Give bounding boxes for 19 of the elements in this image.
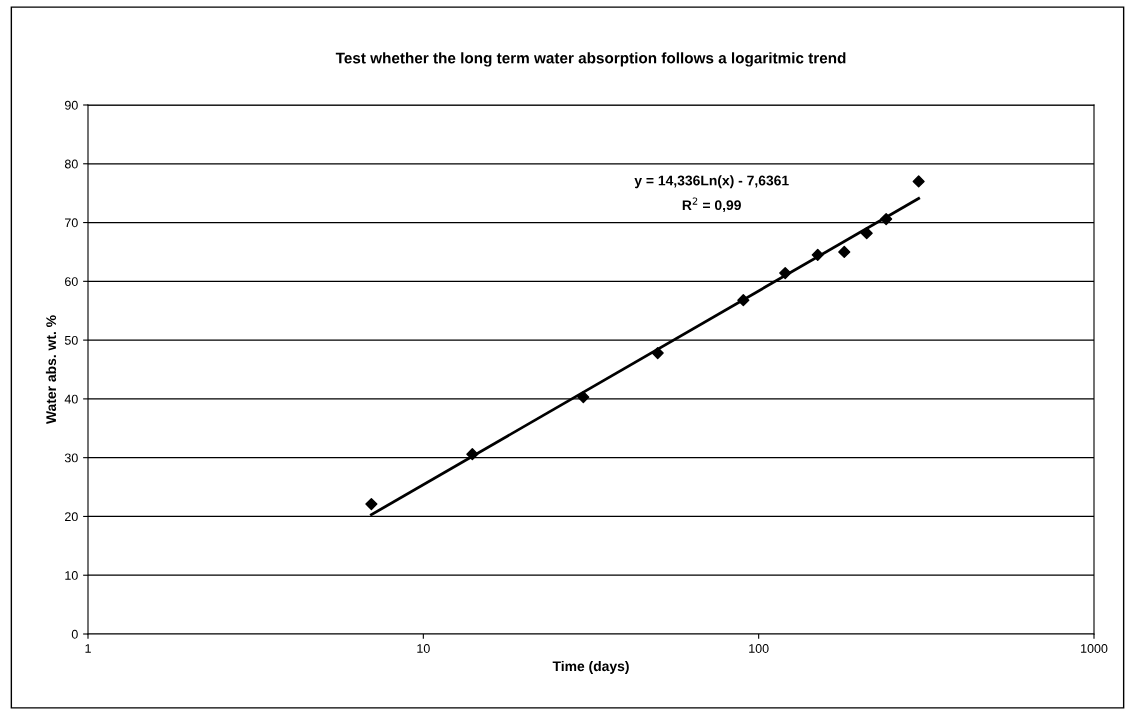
x-tick-label: 1000 [1081,644,1108,653]
x-tick-label: 10 [417,644,430,653]
y-tick-label: 10 [65,571,78,580]
y-axis-title: Water abs. wt. % [45,315,57,425]
y-tick-label: 80 [64,159,78,169]
y-tick-label: 50 [64,335,78,345]
annotation: y = 14,336Ln(x) - 7,6361 [634,175,789,189]
y-tick-label: 30 [64,453,78,463]
x-tick-label: 100 [749,644,769,653]
y-tick-label: 60 [65,277,78,286]
y-tick-label: 0 [71,629,78,639]
chart-title: Test whether the long term water absorption follows a logaritmic trend [335,52,846,67]
annotation: R$^{2}$ = 0,99 [682,197,741,213]
y-tick-label: 20 [65,512,78,522]
y-tick-label: 70 [65,218,78,228]
x-tick-label: 1 [85,644,91,653]
y-tick-label: 40 [64,394,78,404]
x-axis-title: Time (days) [552,660,629,674]
y-tick-label: 90 [64,100,78,110]
